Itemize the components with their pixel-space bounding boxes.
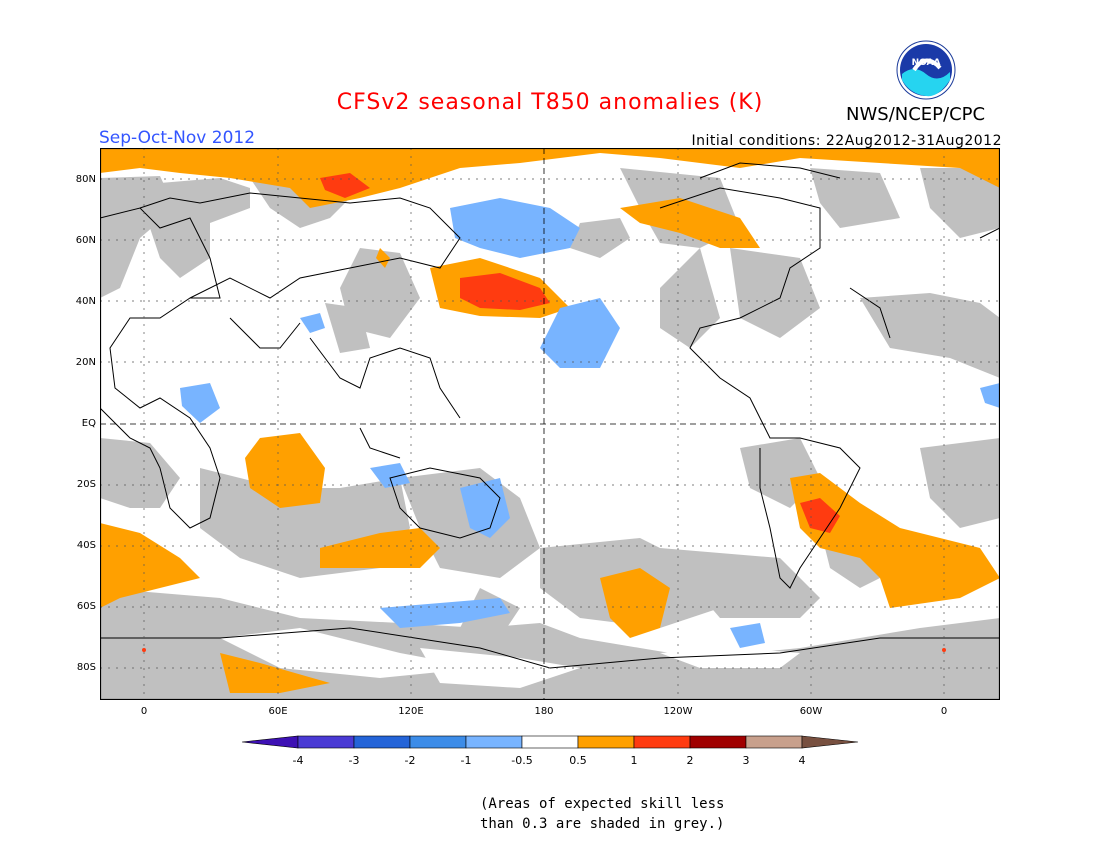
marker-right bbox=[942, 648, 946, 652]
noaa-logo-text: NOAA bbox=[912, 58, 941, 68]
legend-label: -1 bbox=[461, 754, 472, 767]
legend-bin bbox=[241, 735, 299, 749]
cool-anomalies bbox=[180, 198, 1000, 648]
chart-title: CFSv2 seasonal T850 anomalies (K) bbox=[336, 90, 764, 115]
color-legend: -4 -3 -2 -1 -0.5 0.5 1 2 3 4 bbox=[241, 735, 859, 767]
lat-label: 60N bbox=[75, 235, 96, 246]
lat-label: 60S bbox=[76, 601, 96, 612]
legend-label: -2 bbox=[405, 754, 416, 767]
legend-label: 1 bbox=[631, 754, 638, 767]
legend-bin bbox=[801, 735, 859, 749]
legend-bin bbox=[633, 735, 691, 749]
lat-label: EQ bbox=[81, 418, 96, 429]
lat-label: 80N bbox=[75, 174, 96, 185]
legend-label: 3 bbox=[743, 754, 750, 767]
season-label: Sep-Oct-Nov 2012 bbox=[99, 128, 256, 148]
organization-label: NWS/NCEP/CPC bbox=[846, 104, 986, 125]
lon-label: 180 bbox=[534, 706, 554, 717]
lat-label: 20S bbox=[76, 479, 96, 490]
legend-bin bbox=[577, 735, 635, 749]
lat-label: 20N bbox=[75, 357, 96, 368]
anomaly-map bbox=[100, 148, 1000, 700]
lon-label: 60E bbox=[268, 706, 288, 717]
legend-label: -4 bbox=[293, 754, 304, 767]
legend-label: 0.5 bbox=[569, 754, 587, 767]
lon-label: 60W bbox=[799, 706, 823, 717]
graticule bbox=[100, 148, 1000, 700]
marker-left bbox=[142, 648, 146, 652]
legend-bin bbox=[521, 735, 579, 749]
legend-bin bbox=[465, 735, 523, 749]
legend-bin bbox=[297, 735, 355, 749]
map-frame bbox=[100, 148, 1000, 700]
lat-label: 80S bbox=[76, 662, 96, 673]
reference-lines bbox=[100, 148, 1000, 700]
legend-bin bbox=[409, 735, 467, 749]
lon-label: 0 bbox=[140, 706, 148, 717]
lon-label: 120W bbox=[663, 706, 693, 717]
legend-label: 2 bbox=[687, 754, 694, 767]
legend-bin bbox=[745, 735, 803, 749]
lat-label: 40N bbox=[75, 296, 96, 307]
legend-bin bbox=[689, 735, 747, 749]
skill-note-line: than 0.3 are shaded in grey.) bbox=[480, 816, 725, 832]
noaa-logo: NOAA bbox=[896, 40, 956, 100]
skill-note: (Areas of expected skill less than 0.3 a… bbox=[480, 794, 724, 834]
lon-label: 120E bbox=[398, 706, 424, 717]
legend-label: -3 bbox=[349, 754, 360, 767]
legend-bin bbox=[353, 735, 411, 749]
legend-label: -0.5 bbox=[511, 754, 532, 767]
skill-note-line: (Areas of expected skill less bbox=[480, 796, 725, 812]
lon-label: 0 bbox=[940, 706, 948, 717]
lat-label: 40S bbox=[76, 540, 96, 551]
initial-conditions-label: Initial conditions: 22Aug2012-31Aug2012 bbox=[691, 133, 1002, 149]
legend-label: 4 bbox=[799, 754, 806, 767]
